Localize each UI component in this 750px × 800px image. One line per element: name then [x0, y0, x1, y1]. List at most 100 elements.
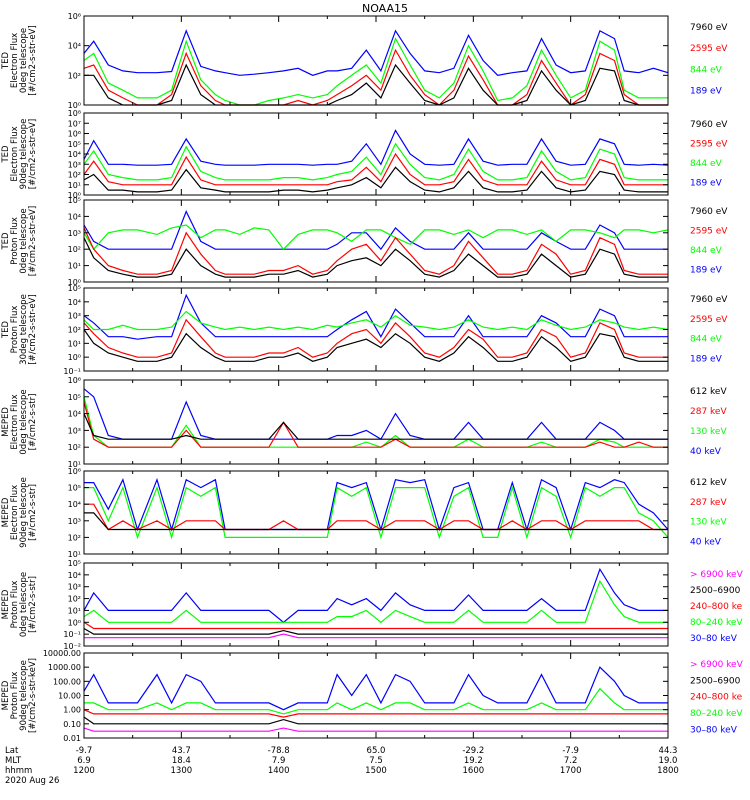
panel-4-ylabel-line: [#/cm2-s-str-eV]	[28, 294, 38, 364]
panel-5-ylabel: MEPEDElectron Flux0deg telescope[#/cm2-s…	[1, 389, 38, 454]
panel-6: 10¹ 10² 10³ 10⁴ 10⁵ 10⁶ MEPEDElectron Flux90de…	[1, 467, 727, 559]
panel-3-ylabel-line: [#/cm2-s-str-eV]	[28, 206, 38, 276]
panel-8-frame	[83, 652, 669, 739]
x-tick-label-hhmm: 1500	[365, 766, 387, 776]
figure-title: NOAA15	[362, 2, 408, 15]
panel-4-ytick-label: 10²	[68, 326, 81, 335]
panel-2-frame	[83, 112, 669, 196]
panel-8-ytick-label: 1000.00	[48, 663, 81, 672]
panel-8-ytick-label: 0.10	[63, 720, 81, 729]
panel-1-frame	[83, 15, 669, 106]
x-tick-label-hhmm: 1200	[73, 766, 95, 776]
panel-6-ylabel-line: 90deg telescope	[19, 477, 29, 548]
panel-8-legend-blue: 30–80 keV	[690, 725, 738, 735]
panel-8-series-black	[83, 716, 668, 725]
x-tick-label-lat: 44.3	[659, 746, 678, 756]
panel-1-series-green	[83, 37, 668, 106]
panel-2-legend-green: 844 eV	[690, 159, 723, 169]
panel-5-ylabel-line: 0deg telescope	[19, 389, 29, 454]
panel-2-ylabel-line: TED	[1, 145, 11, 164]
panel-5-ylabel-line: MEPED	[1, 407, 11, 437]
panel-7: 10⁻² 10⁻¹ 10⁰ 10¹ 10² 10³ 10⁴ 10⁵ MEPEDProton Fl…	[1, 559, 744, 651]
panel-4-series-green	[83, 310, 669, 331]
panel-5-ylabel-line: Electron Flux	[10, 394, 20, 449]
panel-3-series-black	[83, 237, 668, 278]
panel-1-ytick-label: 10⁴	[68, 42, 81, 51]
panel-7-ytick-label: 10⁴	[68, 571, 81, 580]
panel-8-series-red	[83, 709, 668, 718]
panel-7-ylabel: MEPEDProton Flux0deg telescope[#/cm2-s-s…	[1, 572, 38, 637]
panel-7-legend-magenta: > 6900 keV	[690, 570, 744, 580]
panel-3-ylabel: TEDProton Flux0deg telescope[#/cm2-s-str…	[1, 206, 38, 276]
panel-7-ylabel-line: [#/cm2-s-str]	[28, 576, 38, 633]
panel-3-legend-black: 7960 eV	[690, 207, 728, 217]
panel-7-series-red	[83, 621, 668, 630]
panel-2-series-red	[83, 152, 668, 186]
panel-6-ytick-label: 10⁴	[68, 500, 81, 509]
panel-4-ytick-label: 10¹	[68, 339, 81, 348]
panel-7-ytick-label: 10¹	[68, 606, 81, 615]
x-tick-label-mlt: 7.2	[564, 756, 578, 766]
panel-4-ytick-label: 10⁰	[68, 353, 81, 362]
panel-8-ylabel-line: Proton Flux	[10, 672, 20, 720]
panel-4-series-black	[83, 329, 668, 362]
panel-1-ylabel-line: 0deg telescope	[19, 28, 29, 93]
panel-2-ylabel-line: Electron Flux	[10, 126, 20, 181]
panel-8-ytick-label: 100.00	[53, 677, 81, 686]
panel-1-series-black	[84, 63, 668, 106]
panel-2-legend-blue: 189 eV	[690, 179, 723, 189]
panel-6-ylabel-line: MEPED	[1, 497, 11, 527]
panel-6-legend-blue: 40 keV	[690, 537, 722, 547]
panel-6-series-blue	[84, 477, 669, 532]
date-label: 2020 Aug 26	[5, 776, 59, 786]
panel-3-series-green	[83, 224, 669, 251]
panel-8-ytick-label: 10.00	[58, 692, 81, 701]
panel-5-series-blue	[83, 388, 668, 441]
panel-3-legend-red: 2595 eV	[690, 227, 728, 237]
x-tick-label-mlt: 19.2	[464, 756, 483, 766]
panel-6-series-red	[84, 503, 668, 531]
panel-3-ytick-label: 10⁵	[68, 196, 81, 205]
panel-5-ytick-label: 10⁵	[68, 393, 81, 402]
panel-1-legend-black: 7960 eV	[690, 23, 728, 33]
panel-4-ylabel: TEDProton Flux30deg telescope[#/cm2-s-st…	[1, 294, 38, 365]
panel-2-ytick-label: 10¹	[68, 181, 81, 190]
panel-3-series-red	[83, 227, 668, 275]
x-tick-label-lat: -9.7	[76, 746, 93, 756]
x-row-label-hhmm: hhmm	[5, 766, 32, 776]
panel-2-ylabel-line: 90deg telescope	[19, 119, 29, 190]
panel-3-ylabel-line: TED	[1, 232, 11, 251]
panel-3-legend-green: 844 eV	[690, 246, 723, 256]
panel-7-ytick-label: 10⁻²	[63, 642, 81, 651]
panel-4-series-blue	[83, 293, 668, 340]
panel-7-ytick-label: 10⁰	[68, 618, 81, 627]
panel-5-ytick-label: 10²	[68, 443, 81, 452]
panel-8-ytick-label: 1.00	[63, 706, 81, 715]
panel-2-ytick-label: 10²	[68, 171, 81, 180]
panel-1-legend-blue: 189 eV	[690, 87, 723, 97]
x-tick-label-mlt: 6.9	[77, 756, 91, 766]
x-tick-label-lat: -7.9	[562, 746, 579, 756]
panel-4-ytick-label: 10⁵	[68, 284, 81, 293]
panel-5-ytick-label: 10¹	[68, 460, 81, 469]
panel-8-ytick-label: 0.01	[63, 734, 81, 743]
panel-3: 10⁰ 10¹ 10² 10³ 10⁴ 10⁵ TEDProton Flux0deg tel…	[1, 196, 728, 287]
panel-8-series-blue	[83, 666, 668, 711]
panel-6-ytick-label: 10³	[68, 517, 81, 526]
panel-8-ytick-label: 10000.00	[43, 649, 81, 658]
panel-5-series-black	[83, 413, 668, 440]
panel-3-series-blue	[83, 210, 668, 251]
panel-6-series-black	[84, 512, 668, 531]
panel-2-ylabel-line: [#/cm2-s-str-eV]	[28, 119, 38, 189]
panel-2-legend-red: 2595 eV	[690, 140, 728, 150]
panel-2-ytick-label: 10⁸	[68, 109, 81, 118]
panel-1-ylabel-line: TED	[1, 51, 11, 70]
x-tick-label-lat: 65.0	[367, 746, 386, 756]
panel-4-ytick-label: 10³	[68, 312, 81, 321]
panel-2-ytick-label: 10⁴	[68, 150, 81, 159]
panel-2-ytick-label: 10⁶	[68, 130, 81, 139]
panel-4-ytick-label: 10⁴	[68, 298, 81, 307]
panel-4-legend-red: 2595 eV	[690, 315, 728, 325]
panel-4-legend-blue: 189 eV	[690, 354, 723, 364]
